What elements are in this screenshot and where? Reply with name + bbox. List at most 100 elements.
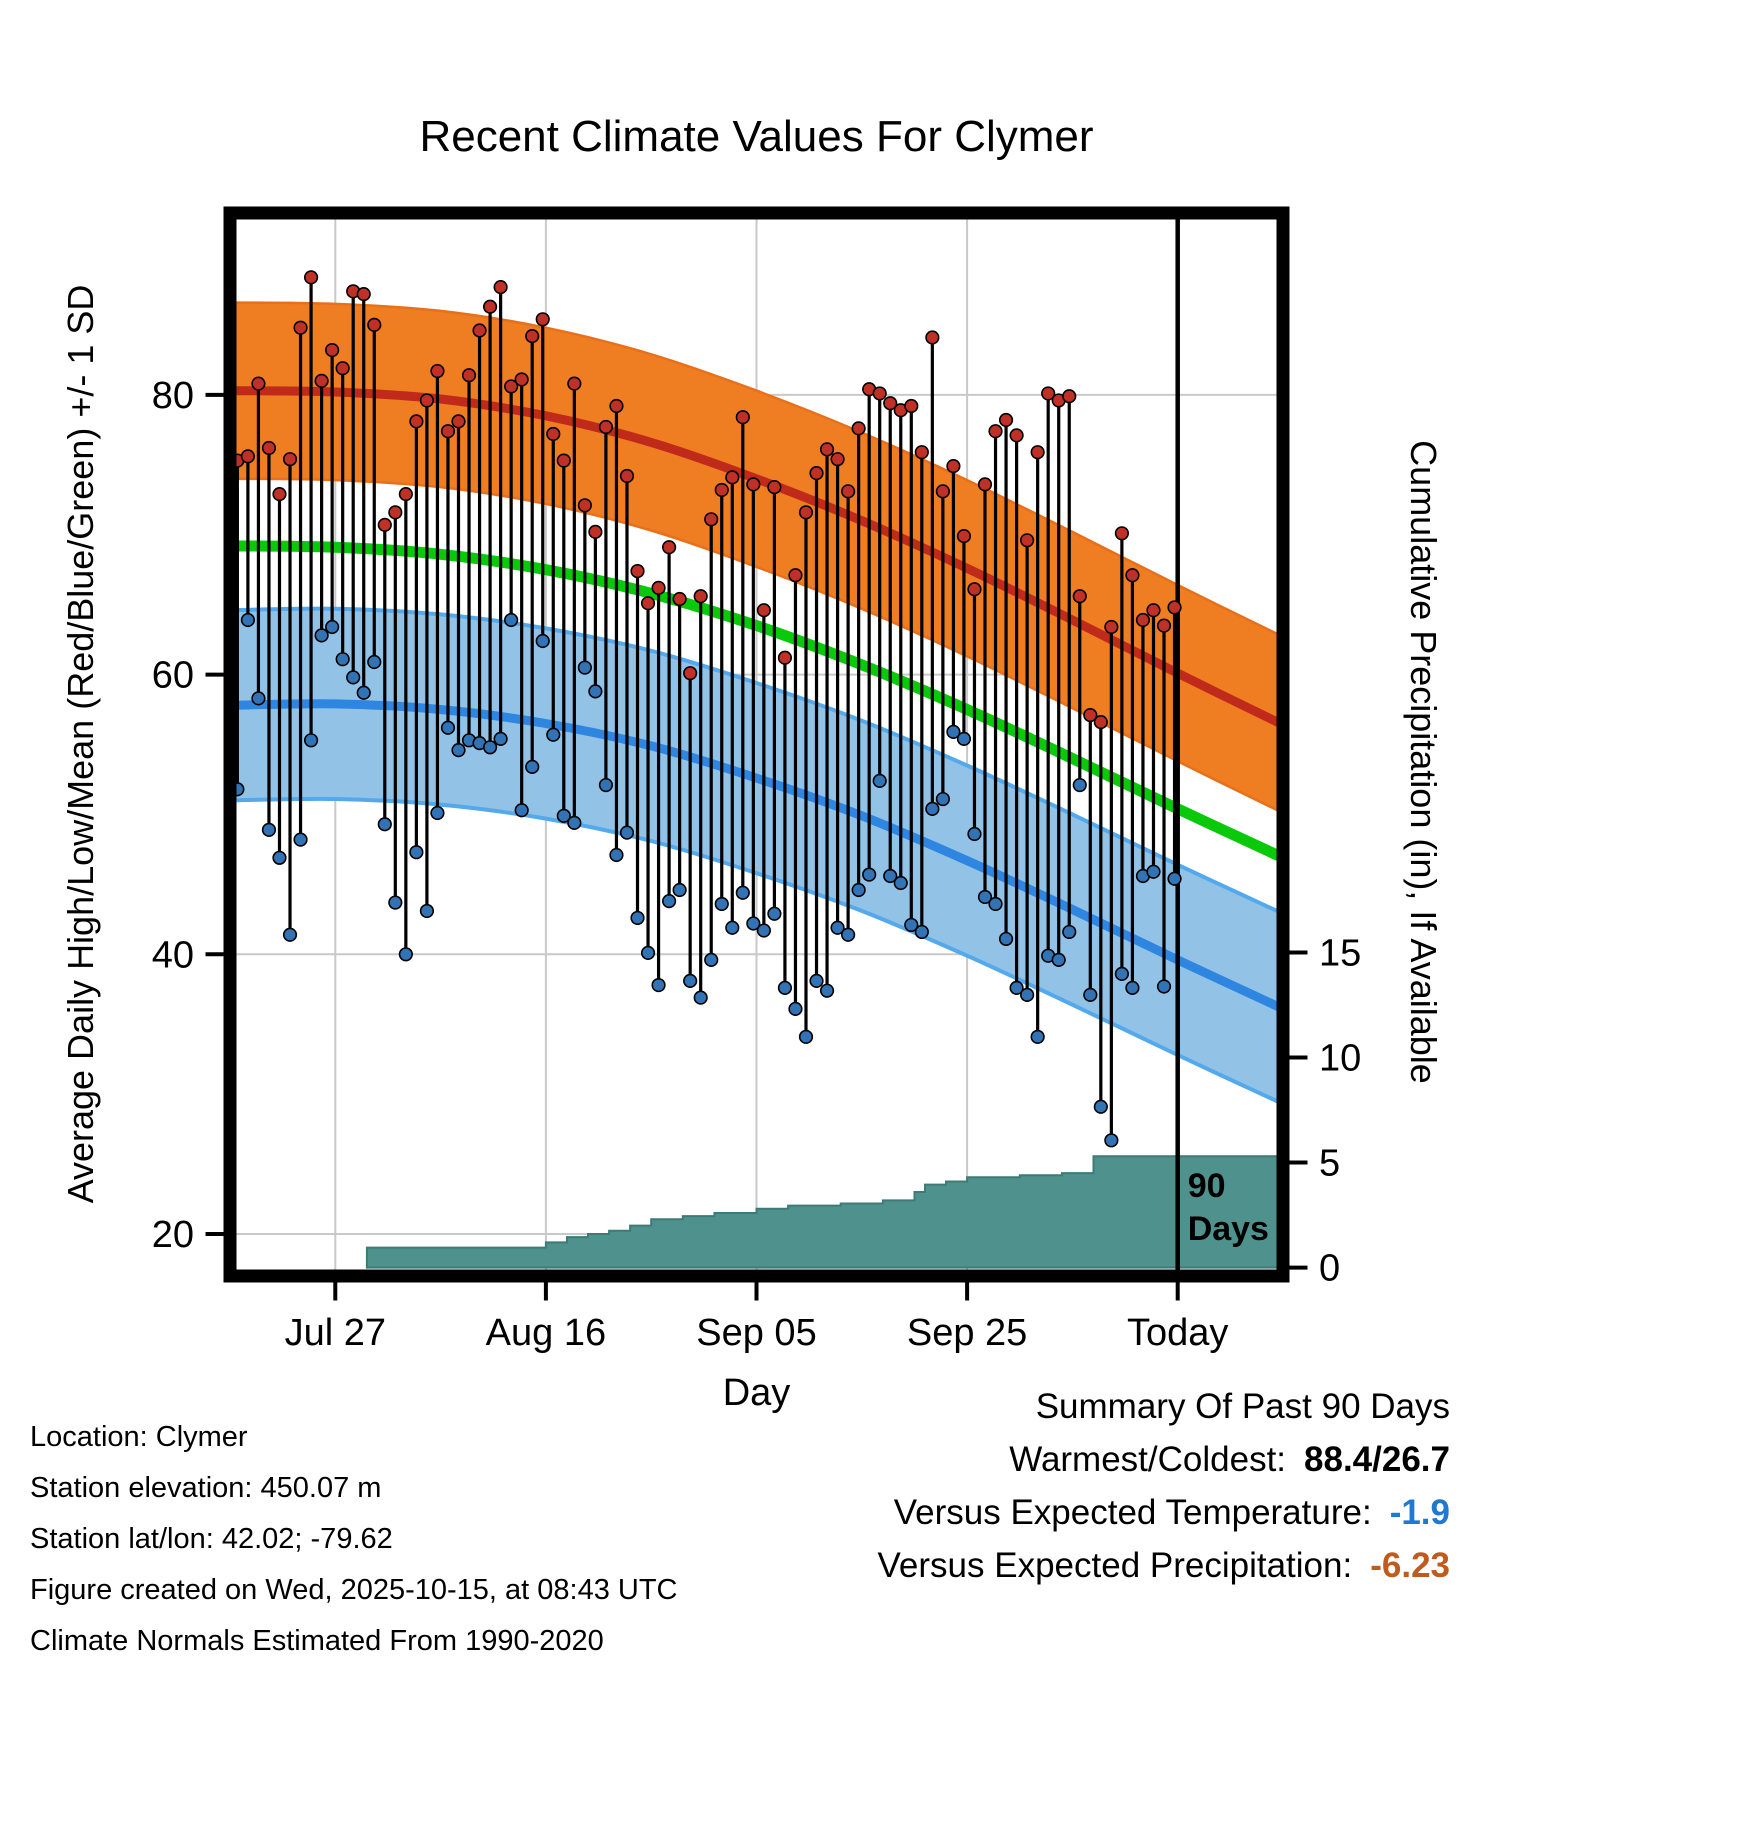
high-dot	[630, 563, 645, 579]
summary-heading: Summary Of Past 90 Days	[1035, 1387, 1450, 1426]
low-dot	[367, 654, 382, 670]
high-dot	[925, 330, 940, 345]
high-dot	[367, 317, 382, 332]
high-dot	[377, 517, 392, 533]
high-dot	[567, 376, 582, 391]
low-dot	[619, 825, 635, 840]
high-dot	[1020, 533, 1035, 548]
vs-temp-label: Versus Expected Temperature:	[893, 1493, 1372, 1532]
low-dot	[1104, 1133, 1119, 1148]
low-dot	[956, 731, 972, 747]
low-dot	[672, 882, 687, 898]
high-dot	[904, 398, 919, 414]
low-dot	[893, 875, 908, 891]
low-dot	[662, 894, 677, 909]
high-dot	[535, 312, 550, 327]
high-dot	[756, 603, 771, 618]
high-dot	[546, 426, 561, 442]
high-dot	[662, 540, 677, 555]
high-dot	[430, 363, 445, 379]
high-dot	[1135, 612, 1151, 628]
station-location: Location: Clymer	[30, 1421, 248, 1453]
low-dot	[514, 803, 529, 818]
high-dot	[672, 591, 687, 607]
high-dot	[1104, 619, 1119, 635]
low-dot	[704, 952, 719, 967]
low-dot	[609, 847, 624, 863]
low-dot	[419, 903, 435, 919]
axes: 20 40 60 80 0 5 10 15 Jul 27 Aug 16 Sep 05 Sep 25 To…	[152, 375, 1362, 1354]
low-dot	[904, 917, 919, 933]
low-dot	[883, 868, 898, 884]
low-dot	[525, 759, 540, 774]
low-dot	[493, 731, 508, 747]
low-dot	[1156, 979, 1172, 994]
high-dot	[746, 477, 761, 492]
precip-area	[365, 1155, 1284, 1269]
high-dot	[261, 440, 277, 456]
right-tick-label: 15	[1319, 932, 1361, 974]
low-dot	[282, 927, 298, 942]
chart-title: Recent Climate Values For Clymer	[419, 112, 1094, 161]
low-dot	[967, 826, 982, 842]
high-dot	[841, 484, 856, 499]
high-dot	[809, 466, 824, 481]
low-dot	[482, 740, 498, 755]
low-dot	[777, 980, 793, 995]
high-dot	[1072, 589, 1087, 604]
daily-dots	[230, 270, 1182, 1148]
high-dot	[830, 452, 845, 467]
low-dot	[988, 896, 1003, 912]
high-dot	[482, 299, 498, 314]
high-dot	[314, 373, 329, 388]
high-dot	[461, 368, 477, 383]
low-dot	[1114, 966, 1129, 981]
low-dot	[1125, 980, 1140, 995]
high-dot	[472, 323, 487, 338]
high-dot	[956, 528, 972, 544]
low-dot	[346, 670, 361, 685]
high-dot	[619, 468, 635, 484]
high-dot	[640, 596, 656, 611]
low-dot	[314, 628, 329, 643]
high-dot	[714, 482, 729, 498]
low-dot	[756, 923, 771, 938]
summary-block: Summary Of Past 90 Days Warmest/Coldest:…	[878, 1380, 1451, 1592]
high-dot	[914, 445, 929, 460]
low-dot	[535, 633, 550, 649]
low-dot	[1051, 952, 1066, 967]
high-dot	[1114, 526, 1129, 541]
low-dot	[841, 927, 856, 942]
low-dot	[1083, 987, 1098, 1002]
station-latlon: Station lat/lon: 42.02; -79.62	[30, 1523, 393, 1555]
high-dot	[588, 524, 603, 540]
low-dot	[335, 652, 350, 667]
low-dot	[767, 906, 782, 921]
high-dot	[1125, 568, 1140, 583]
low-dot	[409, 845, 424, 860]
high-dot	[451, 414, 466, 429]
high-dot	[251, 376, 266, 391]
x-tick-label: Sep 25	[907, 1312, 1027, 1354]
low-dot	[977, 889, 993, 905]
high-dot	[704, 512, 719, 527]
station-elevation: Station elevation: 450.07 m	[30, 1472, 382, 1504]
low-dot	[925, 801, 940, 816]
low-dot	[683, 973, 698, 988]
low-dot	[998, 931, 1014, 947]
high-dot	[1030, 445, 1045, 460]
low-dot	[725, 920, 740, 935]
high-dot	[577, 498, 592, 513]
high-dot	[493, 280, 508, 295]
high-dot	[1041, 386, 1056, 401]
low-dot	[862, 867, 877, 882]
low-dot	[872, 773, 887, 788]
high-dot	[883, 396, 898, 411]
high-dot	[272, 487, 287, 502]
low-dot	[377, 817, 392, 832]
low-dot	[567, 815, 582, 830]
low-dot	[819, 983, 835, 998]
low-dot	[546, 727, 561, 742]
summary-warmest-row: Warmest/Coldest: 88.4/26.7	[878, 1433, 1450, 1486]
high-dot	[788, 568, 803, 583]
